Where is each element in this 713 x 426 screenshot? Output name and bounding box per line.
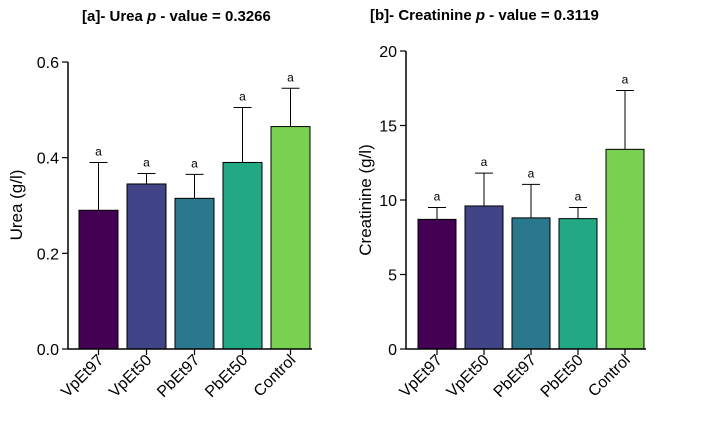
- urea-y-axis-label: Urea (g/l): [7, 170, 26, 241]
- creatinine-title-p: p: [475, 7, 485, 24]
- urea-category-label-0: VpEt97: [58, 352, 107, 401]
- creatinine-category-label-1: VpEt50: [444, 352, 493, 401]
- creatinine-y-axis-label: Creatinine (g/l): [356, 144, 375, 256]
- creatinine-category-label-4: Control: [585, 352, 633, 400]
- creatinine-significance-label-4: a: [622, 72, 629, 86]
- urea-significance-label-2: a: [191, 156, 198, 170]
- creatinine-bar-vpet50: [464, 205, 504, 350]
- urea-bar-vpet50: [126, 183, 167, 350]
- creatinine-significance-label-2: a: [528, 166, 535, 180]
- creatinine-category-label-0: VpEt97: [397, 352, 446, 401]
- urea-category-label-1: VpEt50: [106, 352, 155, 401]
- urea-bar-control: [270, 126, 311, 350]
- urea-significance-label-0: a: [95, 144, 102, 158]
- urea-title-suffix: - value = 0.3266: [156, 8, 271, 25]
- creatinine-significance-label-1: a: [481, 155, 488, 169]
- creatinine-title-prefix: [b]- Creatinine: [370, 7, 476, 24]
- urea-title-p: p: [146, 8, 156, 25]
- urea-significance-label-3: a: [239, 89, 246, 103]
- urea-bar-pbet97: [174, 197, 215, 350]
- urea-significance-label-4: a: [287, 70, 294, 84]
- creatinine-significance-label-3: a: [575, 189, 582, 203]
- creatinine-bar-pbet97: [511, 217, 551, 350]
- creatinine-significance-label-0: a: [434, 189, 441, 203]
- creatinine-category-label-2: PbEt97: [491, 352, 540, 401]
- urea-y-tick-label-2: 0.4: [37, 151, 59, 168]
- urea-category-label-2: PbEt97: [154, 352, 203, 401]
- creatinine-bar-pbet50: [558, 218, 598, 350]
- urea-y-tick-label-1: 0.2: [37, 246, 59, 263]
- urea-y-tick-label-0: 0.0: [37, 342, 59, 359]
- urea-bar-vpet97: [78, 209, 119, 350]
- creatinine-title-suffix: - value = 0.3119: [485, 7, 599, 24]
- creatinine-y-tick-label-3: 15: [379, 119, 397, 136]
- urea-y-tick-label-3: 0.6: [37, 55, 59, 72]
- urea-title: [a]- Urea p - value = 0.3266: [82, 8, 271, 25]
- creatinine-y-tick-label-4: 20: [379, 44, 397, 61]
- urea-category-label-3: PbEt50: [202, 352, 251, 401]
- creatinine-bar-vpet97: [417, 218, 457, 350]
- creatinine-y-tick-label-0: 0: [388, 342, 397, 359]
- creatinine-y-tick-label-1: 5: [388, 268, 397, 285]
- urea-title-prefix: [a]- Urea: [82, 8, 147, 25]
- creatinine-y-tick-label-2: 10: [379, 193, 397, 210]
- creatinine-category-label-3: PbEt50: [538, 352, 587, 401]
- urea-category-label-4: Control: [251, 352, 299, 400]
- creatinine-bar-control: [605, 148, 645, 350]
- creatinine-title: [b]- Creatinine p - value = 0.3119: [370, 7, 599, 24]
- creatinine-chart-panel: [b]- Creatinine p - value = 0.3119 Creati…: [356, 7, 646, 401]
- urea-chart-panel: [a]- Urea p - value = 0.3266 Urea (g/l) a V…: [7, 8, 312, 401]
- urea-significance-label-1: a: [143, 155, 150, 169]
- urea-bar-pbet50: [222, 161, 263, 350]
